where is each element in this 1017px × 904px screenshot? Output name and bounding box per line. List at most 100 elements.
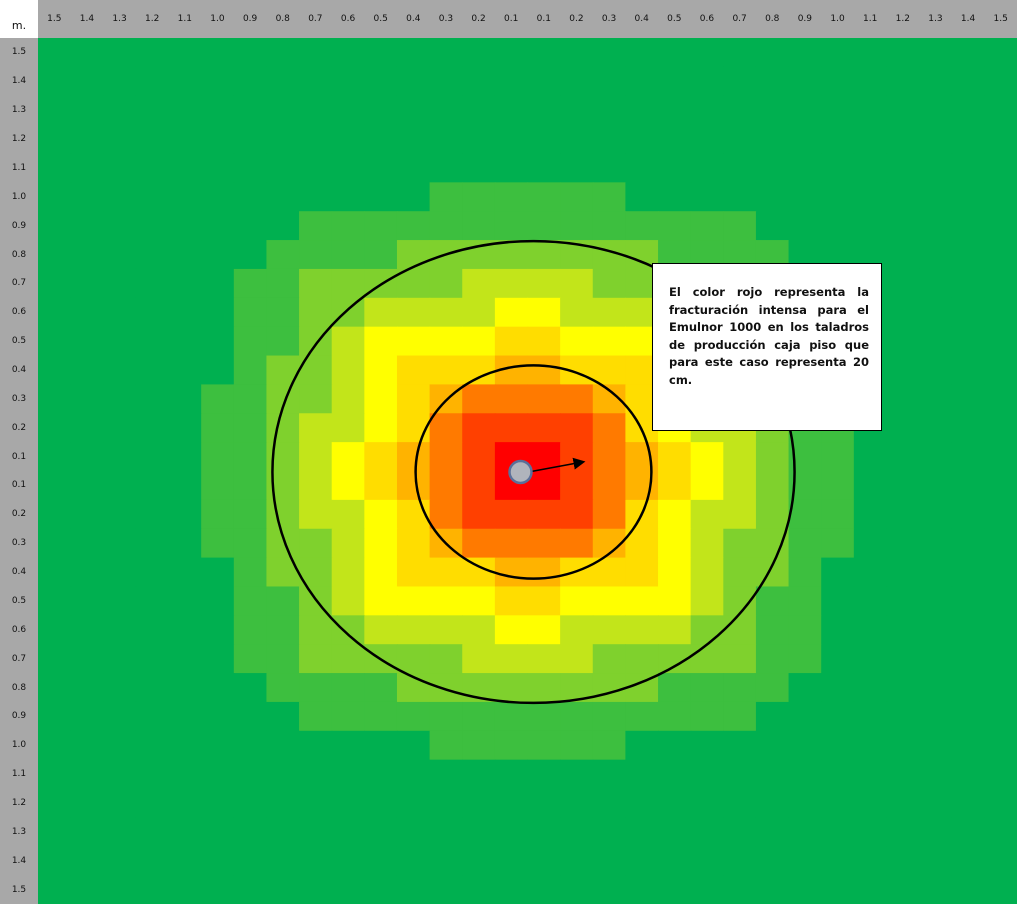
heat-cell — [723, 471, 757, 501]
x-tick-label: 0.9 — [797, 14, 813, 24]
heat-cell — [70, 788, 104, 818]
heat-cell — [821, 759, 855, 790]
heat-cell — [853, 586, 888, 616]
heat-cell — [560, 586, 594, 616]
heat-cell — [788, 528, 822, 559]
heat-cell — [560, 124, 594, 155]
heat-cell — [396, 38, 431, 68]
heat-cell — [984, 471, 1017, 501]
heat-cell — [853, 124, 888, 155]
heat-cell — [331, 471, 365, 501]
heat-cell — [658, 586, 692, 616]
heat-cell — [462, 326, 496, 357]
heat-cell — [755, 586, 790, 616]
heat-cell — [723, 875, 757, 904]
heat-cell — [984, 124, 1017, 155]
heat-cell — [266, 586, 300, 616]
heat-cell — [527, 182, 561, 212]
heat-cell — [625, 759, 659, 790]
heat-cell — [103, 586, 137, 616]
heat-cell — [919, 846, 953, 876]
x-tick-label: 0.6 — [340, 14, 356, 24]
heat-cell — [886, 615, 920, 645]
heat-cell — [168, 557, 202, 588]
heat-cell — [429, 95, 463, 126]
heat-cell — [462, 586, 496, 616]
heat-cell — [853, 153, 888, 183]
heat-cell — [429, 124, 463, 155]
heat-cell — [886, 701, 920, 732]
heat-cell — [396, 413, 431, 443]
heat-cell — [168, 846, 202, 876]
heat-cell — [690, 442, 724, 472]
heat-cell — [494, 557, 529, 588]
heat-cell — [755, 875, 790, 904]
heat-cell — [527, 297, 561, 328]
heat-cell — [658, 817, 692, 847]
heat-cell — [266, 124, 300, 155]
heat-cell — [364, 788, 398, 818]
heat-cell — [429, 615, 463, 645]
heat-cell — [70, 153, 104, 183]
heat-cell — [103, 442, 137, 472]
heat-cell — [429, 66, 463, 97]
heat-cell — [70, 240, 104, 270]
heat-cell — [690, 586, 724, 616]
heat-cell — [462, 297, 496, 328]
heat-cell — [755, 182, 790, 212]
heat-cell — [919, 586, 953, 616]
heat-cell — [103, 355, 137, 385]
heat-cell — [396, 95, 431, 126]
heat-cell — [919, 211, 953, 241]
heat-cell — [103, 673, 137, 703]
heat-cell — [233, 846, 268, 876]
heat-cell — [135, 211, 170, 241]
heat-cell — [38, 817, 72, 847]
heat-cell — [527, 211, 561, 241]
heat-cell — [755, 66, 790, 97]
heat-cell — [755, 471, 790, 501]
heat-cell — [919, 240, 953, 270]
heat-cell — [821, 442, 855, 472]
heat-cell — [951, 586, 985, 616]
x-tick-label: 1.3 — [928, 14, 943, 24]
heat-cell — [592, 644, 626, 674]
x-tick-label: 1.0 — [830, 14, 845, 24]
heat-cell — [723, 615, 757, 645]
heat-cell — [396, 615, 431, 645]
heat-cell — [266, 817, 300, 847]
heat-cell — [984, 38, 1017, 68]
heat-cell — [984, 673, 1017, 703]
heat-cell — [38, 673, 72, 703]
heat-cell — [919, 788, 953, 818]
heat-cell — [266, 268, 300, 299]
heat-cell — [103, 413, 137, 443]
heat-cell — [853, 644, 888, 674]
heat-cell — [984, 240, 1017, 270]
heat-cell — [592, 95, 626, 126]
heat-cell — [658, 182, 692, 212]
heat-cell — [266, 413, 300, 443]
heat-cell — [755, 499, 790, 530]
heat-cell — [429, 788, 463, 818]
heat-cell — [233, 442, 268, 472]
heat-cell — [135, 644, 170, 674]
heat-cell — [560, 182, 594, 212]
y-tick-label: 1.5 — [11, 884, 27, 895]
heat-cell — [951, 413, 985, 443]
heat-cell — [70, 730, 104, 761]
heat-cell — [201, 788, 235, 818]
heat-cell — [266, 759, 300, 790]
x-tick-label: 1.5 — [993, 14, 1008, 24]
heat-cell — [625, 471, 659, 501]
heat-cell — [364, 673, 398, 703]
heat-cell — [951, 673, 985, 703]
heat-cell — [396, 846, 431, 876]
heat-cell — [331, 730, 365, 761]
heat-cell — [919, 355, 953, 385]
heat-cell — [951, 557, 985, 588]
heat-cell — [821, 846, 855, 876]
heat-cell — [299, 846, 333, 876]
heat-cell — [853, 528, 888, 559]
heat-cell — [821, 124, 855, 155]
